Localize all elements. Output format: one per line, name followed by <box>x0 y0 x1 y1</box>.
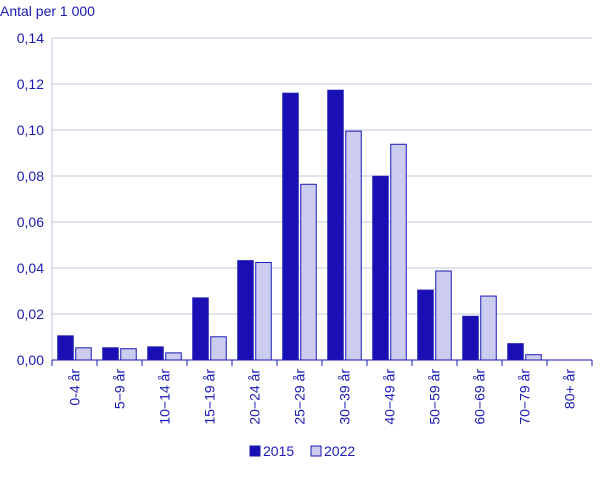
x-tick-label: 40−49 år <box>382 369 398 425</box>
y-axis-label: Antal per 1 000 <box>0 3 95 19</box>
x-tick-label: 80+ år <box>562 369 578 409</box>
bar-2015-2 <box>147 346 164 361</box>
y-tick-label: 0,02 <box>17 306 44 322</box>
bar-2022-10 <box>525 354 542 361</box>
x-tick-label: 20−24 år <box>247 369 263 425</box>
grid-lines <box>52 37 592 361</box>
bar-2022-3 <box>210 336 227 361</box>
y-tick-label: 0,10 <box>17 122 44 138</box>
bar-2022-7 <box>390 143 407 361</box>
bar-2022-9 <box>480 295 497 361</box>
bar-2015-6 <box>327 89 344 361</box>
bar-2022-1 <box>120 348 137 361</box>
bar-2015-1 <box>102 347 119 361</box>
y-tick-label: 0,12 <box>17 76 44 92</box>
bar-2015-10 <box>507 343 524 361</box>
bar-2022-4 <box>255 261 272 361</box>
x-tick-label: 25−29 år <box>292 369 308 425</box>
x-tick-labels: 0-4 år 5−9 år 10−14 år 15−19 år 20−24 år 25−2… <box>67 369 578 425</box>
y-tick-label: 0,00 <box>17 352 44 368</box>
bar-2022-0 <box>75 347 92 361</box>
x-tick-label: 10−14 år <box>157 369 173 425</box>
bar-2015-4 <box>237 260 254 361</box>
legend-label-2015: 2015 <box>263 443 294 459</box>
bar-2022-2 <box>165 352 182 361</box>
y-tick-label: 0,14 <box>17 30 44 46</box>
y-tick-label: 0,08 <box>17 168 44 184</box>
legend-label-2022: 2022 <box>324 443 355 459</box>
bar-2015-3 <box>192 297 209 361</box>
bar-2015-5 <box>282 92 299 361</box>
x-tick-label: 30−39 år <box>337 369 353 425</box>
bar-2015-7 <box>372 175 389 361</box>
bar-2015-9 <box>462 315 479 361</box>
legend-swatch-2015 <box>249 445 261 457</box>
bar-2015-8 <box>417 289 434 361</box>
y-tick-label: 0,04 <box>17 260 44 276</box>
x-tick-label: 50−59 år <box>427 369 443 425</box>
legend-swatch-2022 <box>310 445 322 457</box>
x-tick-label: 5−9 år <box>112 369 128 409</box>
x-tick-label: 0-4 år <box>67 369 83 406</box>
bar-2022-6 <box>345 130 362 361</box>
x-tick-label: 15−19 år <box>202 369 218 425</box>
bar-2022-5 <box>300 183 317 361</box>
x-tick-label: 60−69 år <box>472 369 488 425</box>
x-axis <box>51 38 593 366</box>
x-tick-label: 70−79 år <box>517 369 533 425</box>
bar-2015-0 <box>57 335 74 361</box>
y-tick-label: 0,06 <box>17 214 44 230</box>
bar-2022-8 <box>435 270 452 361</box>
y-tick-labels: 0,00 0,02 0,04 0,06 0,08 0,10 0,12 0,14 <box>17 30 44 368</box>
legend: 2015 2022 <box>249 443 355 459</box>
bars <box>57 89 542 361</box>
